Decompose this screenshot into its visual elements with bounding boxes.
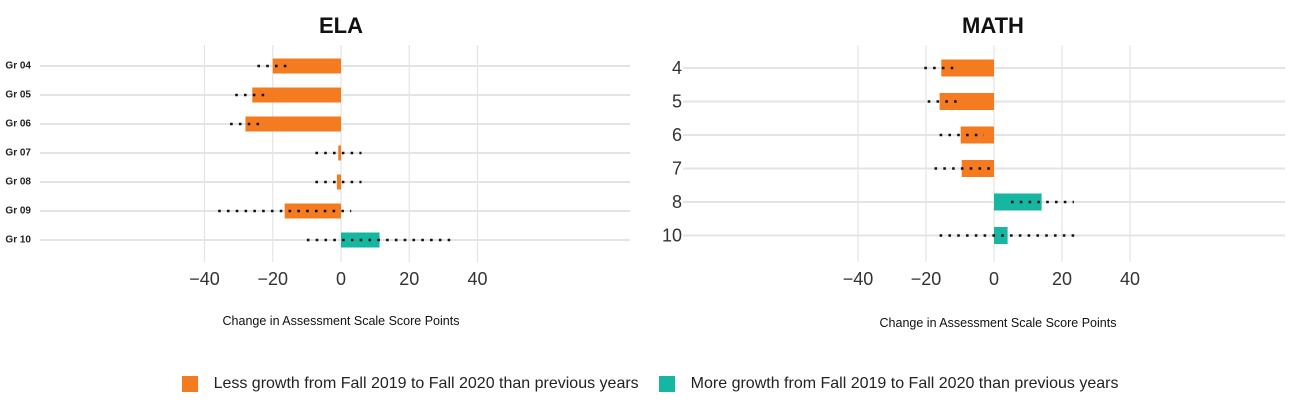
- legend-item-more: More growth from Fall 2019 to Fall 2020 …: [658, 375, 1119, 393]
- math-xtick-label-0: −40: [843, 269, 874, 289]
- math-panel-title: MATH: [962, 13, 1024, 38]
- ela-bar-1: [252, 87, 341, 103]
- ela-bar-2: [245, 116, 341, 132]
- ela-xtick-label-4: 40: [467, 269, 487, 289]
- math-xtick-label-2: 0: [989, 269, 999, 289]
- math-bar-4: [994, 193, 1042, 211]
- ela-category-label-2: Gr 06: [5, 119, 31, 130]
- math-x-axis-title: Change in Assessment Scale Score Points: [880, 316, 1117, 330]
- math-xtick-label-1: −20: [911, 269, 942, 289]
- math-bar-5: [994, 227, 1008, 244]
- math-xtick-label-4: 40: [1120, 269, 1140, 289]
- ela-category-label-5: Gr 09: [5, 206, 31, 217]
- ela-xtick-label-0: −40: [189, 269, 220, 289]
- ela-bar-3: [338, 145, 341, 161]
- ela-bar-4: [336, 174, 341, 190]
- legend-swatch-more: [658, 376, 675, 392]
- ela-category-label-3: Gr 07: [5, 148, 31, 159]
- ela-category-label-6: Gr 10: [5, 235, 31, 246]
- legend-swatch-less: [181, 376, 198, 392]
- math-category-label-4: 8: [672, 192, 682, 212]
- ela-panel-title: ELA: [319, 13, 363, 38]
- ela-xtick-label-3: 20: [399, 269, 419, 289]
- ela-xtick-label-1: −20: [257, 269, 288, 289]
- math-category-label-5: 10: [662, 226, 682, 246]
- math-xtick-label-3: 20: [1052, 269, 1072, 289]
- chart-canvas: Gr 04 Gr 05 Gr 06 Gr 07 Gr 08 Gr 09 Gr 10 −40 −2…: [5, 13, 1285, 330]
- legend-item-less: Less growth from Fall 2019 to Fall 2020 …: [181, 375, 639, 393]
- legend: Less growth from Fall 2019 to Fall 2020 …: [0, 371, 1300, 397]
- ela-category-label-1: Gr 05: [5, 90, 31, 101]
- math-category-label-3: 7: [672, 159, 682, 179]
- math-category-label-2: 6: [672, 125, 682, 145]
- ela-bar-0: [272, 58, 341, 74]
- ela-bar-5: [284, 203, 341, 219]
- ela-category-label-4: Gr 08: [5, 177, 31, 188]
- legend-label-less: Less growth from Fall 2019 to Fall 2020 …: [213, 375, 639, 392]
- ela-category-label-0: Gr 04: [5, 61, 31, 72]
- legend-label-more: More growth from Fall 2019 to Fall 2020 …: [690, 375, 1119, 392]
- ela-xtick-label-2: 0: [336, 269, 346, 289]
- math-bar-1: [939, 93, 994, 110]
- math-bar-3: [961, 160, 994, 177]
- math-category-label-1: 5: [672, 92, 682, 112]
- math-category-label-0: 4: [672, 58, 682, 78]
- ela-x-axis-title: Change in Assessment Scale Score Points: [223, 314, 460, 328]
- math-bar-0: [941, 59, 994, 77]
